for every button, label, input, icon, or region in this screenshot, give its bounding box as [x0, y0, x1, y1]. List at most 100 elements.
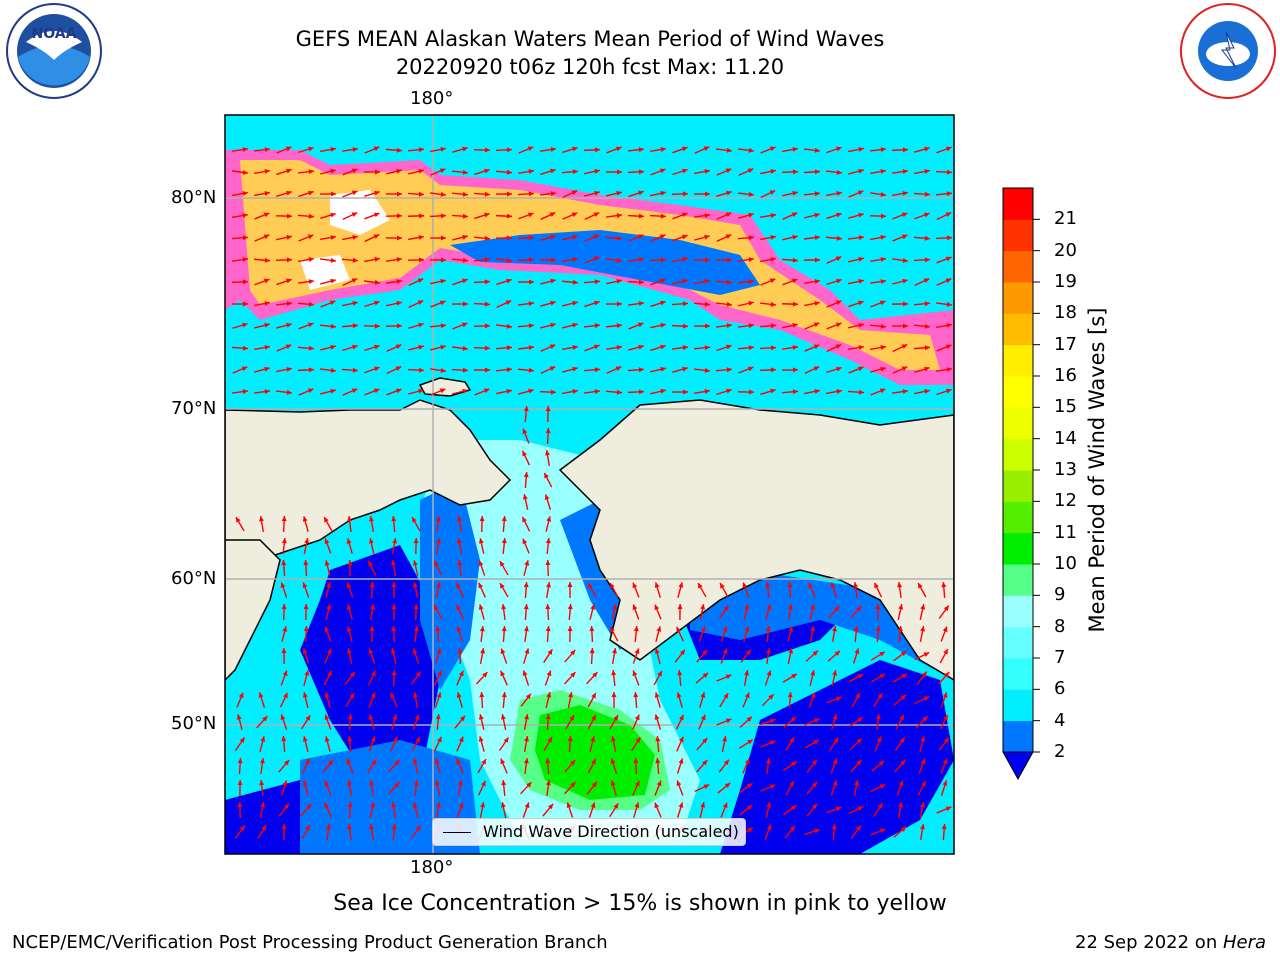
wind-wave-arrowhead — [264, 322, 270, 328]
wind-wave-arrowhead — [788, 648, 794, 654]
colorbar — [1003, 188, 1040, 753]
wind-wave-arrowhead — [836, 366, 842, 372]
wind-wave-arrowhead — [659, 234, 666, 240]
wind-wave-arrowhead — [943, 648, 948, 655]
wind-wave-arrowhead — [572, 234, 578, 240]
wind-wave-arrowhead — [390, 648, 396, 654]
wind-wave-arrowhead — [484, 191, 490, 197]
wind-wave-arrowhead — [572, 146, 578, 152]
wind-wave-arrowhead — [242, 213, 248, 218]
wind-wave-arrowhead — [392, 736, 398, 743]
wind-wave-arrowhead — [368, 538, 374, 544]
wind-wave-arrowhead — [259, 516, 264, 522]
wind-wave-arrowhead — [330, 323, 336, 329]
wind-wave-arrowhead — [524, 648, 530, 654]
wind-wave-arrowhead — [765, 648, 771, 654]
wind-wave-arrowhead — [858, 168, 864, 174]
wind-wave-arrowhead — [610, 758, 616, 764]
lon-label-bottom: 180° — [410, 857, 454, 878]
colorbar-label: Mean Period of Wind Waves [s] — [1085, 307, 1109, 633]
wind-wave-arrowhead — [413, 604, 419, 610]
wind-wave-arrowhead — [700, 692, 706, 698]
wind-wave-arrowhead — [479, 626, 485, 632]
wind-wave-arrowhead — [550, 191, 556, 197]
wind-wave-arrowhead — [632, 670, 638, 677]
wind-wave-arrowhead — [880, 345, 886, 350]
wind-wave-arrowhead — [347, 802, 353, 808]
wind-wave-arrowhead — [656, 780, 662, 787]
wind-wave-arrowhead — [814, 191, 820, 197]
wind-wave-arrowhead — [791, 278, 798, 284]
lat-label-70: 70°N — [171, 398, 217, 419]
wind-wave-arrowhead — [704, 323, 710, 329]
wind-wave-arrowhead — [615, 146, 622, 152]
wind-wave-arrowhead — [281, 824, 287, 830]
wind-wave-arrowhead — [285, 344, 292, 350]
wind-wave-arrowhead — [637, 234, 644, 240]
wind-wave-arrowhead — [880, 213, 886, 219]
wind-wave-arrowhead — [659, 278, 666, 284]
blue-area-bering-west — [420, 480, 480, 690]
wind-wave-arrowhead — [418, 322, 424, 328]
wind-wave-arrowhead — [880, 147, 886, 153]
lat-label-50: 50°N — [171, 713, 217, 734]
wind-wave-arrowhead — [501, 626, 507, 632]
wind-wave-arrowhead — [264, 257, 270, 263]
wind-wave-arrowhead — [700, 626, 706, 633]
wind-wave-arrowhead — [616, 389, 622, 395]
wind-wave-arrowhead — [854, 648, 860, 654]
wind-wave-arrowhead — [704, 191, 710, 197]
wind-wave-arrowhead — [770, 301, 776, 307]
wind-wave-arrowhead — [660, 366, 666, 372]
wind-wave-arrowhead — [484, 279, 490, 285]
wind-wave-arrowhead — [523, 406, 529, 412]
colorbar-tick-label: 7 — [1054, 647, 1066, 668]
wind-wave-arrowhead — [458, 670, 464, 677]
wind-wave-arrowhead — [308, 345, 314, 351]
colorbar-segment — [1003, 219, 1033, 252]
wind-wave-arrowhead — [346, 538, 352, 544]
wind-wave-arrowhead — [304, 670, 310, 676]
colorbar-tick-label: 15 — [1054, 396, 1077, 418]
colorbar-tick-label: 12 — [1054, 490, 1077, 512]
wind-wave-arrowhead — [810, 692, 816, 699]
wind-wave-arrowhead — [660, 388, 666, 394]
wind-wave-arrowhead — [412, 692, 418, 698]
wind-wave-arrowhead — [922, 716, 928, 722]
wind-wave-arrowhead — [810, 626, 815, 632]
wind-wave-arrowhead — [440, 235, 446, 241]
wind-wave-arrowhead — [681, 212, 688, 218]
wind-wave-arrowhead — [742, 582, 748, 589]
wind-wave-arrowhead — [945, 278, 952, 284]
wind-wave-arrowhead — [238, 692, 244, 699]
wind-wave-arrowhead — [725, 234, 732, 240]
wind-wave-arrowhead — [484, 168, 490, 174]
wind-wave-arrowhead — [572, 256, 578, 262]
wind-wave-arrowhead — [703, 146, 710, 152]
wind-wave-arrowhead — [748, 212, 754, 218]
wind-wave-arrowhead — [814, 279, 820, 284]
wind-wave-arrowhead — [283, 803, 289, 810]
wind-wave-arrowhead — [725, 718, 732, 724]
wind-wave-arrowhead — [638, 190, 644, 196]
wind-wave-arrowhead — [902, 389, 908, 395]
wind-wave-arrowhead — [302, 648, 308, 654]
wind-wave-arrowhead — [351, 190, 358, 196]
wind-wave-arrowhead — [702, 672, 709, 678]
wind-wave-arrowhead — [481, 780, 486, 787]
wind-wave-arrowhead — [373, 366, 380, 372]
wind-wave-arrowhead — [528, 323, 534, 329]
wind-wave-arrowhead — [594, 389, 600, 395]
wind-wave-arrowhead — [456, 626, 462, 632]
wind-wave-arrowhead — [352, 234, 358, 240]
wind-wave-arrowhead — [368, 560, 373, 567]
wind-wave-arrowhead — [506, 169, 512, 175]
wind-wave-arrowhead — [440, 191, 446, 197]
wind-wave-arrowhead — [347, 560, 353, 566]
wind-wave-arrowhead — [346, 648, 352, 654]
wind-wave-arrowhead — [545, 780, 551, 786]
wind-wave-arrowhead — [722, 802, 728, 809]
wind-wave-arrowhead — [480, 648, 486, 654]
wind-wave-arrowhead — [351, 212, 358, 218]
wind-wave-arrowhead — [501, 516, 507, 522]
